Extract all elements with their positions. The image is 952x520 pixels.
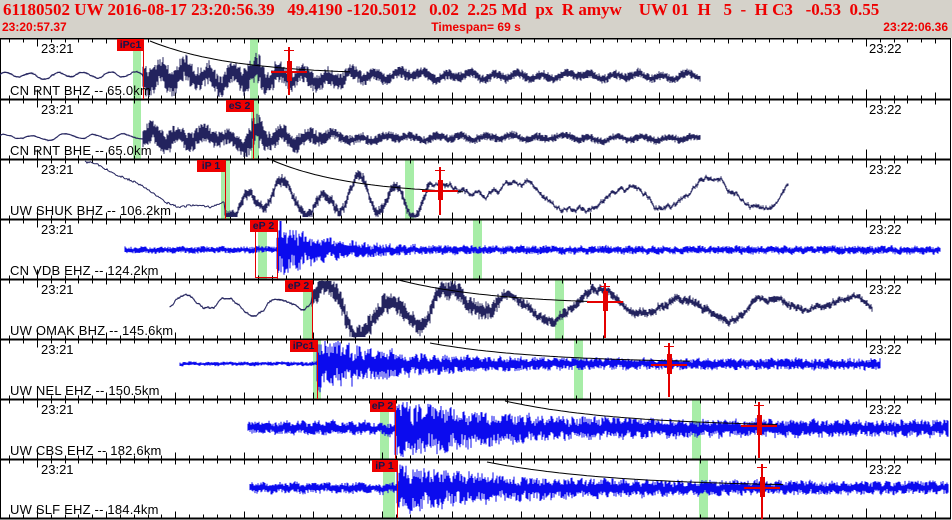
panel-time-label-left: 23:21 [41, 402, 74, 417]
coda-decay-curve [486, 461, 784, 486]
coda-decay-curve [429, 342, 691, 362]
amplitude-cursor-top-tick [284, 50, 294, 51]
phase-pick-label[interactable]: iP 1 [197, 160, 225, 172]
panel-time-label-right: 23:22 [869, 162, 902, 177]
phase-pick-window-left[interactable] [255, 232, 256, 278]
panel-time-label-left: 23:21 [41, 41, 74, 56]
panel-time-label-right: 23:22 [869, 402, 902, 417]
window-start-time: 23:20:57.37 [2, 20, 67, 34]
panel-time-label-left: 23:21 [41, 282, 74, 297]
station-channel-label: CN VDB EHZ -- 124.2km [10, 263, 159, 278]
phase-pick-label[interactable]: eP 2 [250, 220, 277, 232]
station-channel-label: UW NEL EHZ -- 150.5km [10, 383, 160, 398]
phase-pick-label[interactable]: eP 2 [285, 280, 312, 292]
seismogram-trace-detail [0, 113, 701, 157]
seismogram-trace-detail [224, 170, 789, 217]
panel-time-label-right: 23:22 [869, 462, 902, 477]
station-channel-label: UW OMAK BHZ -- 145.6km [10, 323, 174, 338]
phase-pick-label[interactable]: iPc1 [117, 39, 144, 51]
seismogram-trace-detail [169, 281, 873, 337]
phase-window-highlight [405, 160, 414, 219]
waveform-canvas[interactable] [0, 38, 952, 520]
phase-window-highlight [133, 39, 141, 99]
coda-decay-curve [149, 40, 351, 73]
amplitude-cursor-marker[interactable] [603, 291, 608, 311]
station-channel-label: UW SHUK BHZ -- 106.2km [10, 203, 172, 218]
amplitude-cursor-top-tick [600, 286, 610, 287]
time-window-bar: 23:20:57.37 Timespan= 69 s 23:22:06.36 [0, 19, 952, 38]
coda-decay-curve [394, 278, 624, 303]
phase-window-highlight [303, 280, 312, 339]
amplitude-cursor-top-tick [664, 346, 674, 347]
phase-pick-line[interactable] [312, 280, 313, 339]
panel-time-label-right: 23:22 [869, 342, 902, 357]
timespan-label: Timespan= 69 s [431, 20, 521, 34]
panel-time-label-right: 23:22 [869, 41, 902, 56]
event-info-header: 61180502 UW 2016-08-17 23:20:56.39 49.41… [3, 0, 880, 19]
amplitude-cursor-marker[interactable] [287, 61, 292, 81]
phase-pick-window-bottom [255, 277, 277, 278]
phase-pick-line[interactable] [317, 340, 318, 399]
station-channel-label: UW SLF EHZ -- 184.4km [10, 502, 159, 517]
phase-pick-label[interactable]: iP 1 [372, 460, 397, 472]
panel-time-label-left: 23:21 [41, 102, 74, 117]
phase-pick-line[interactable] [397, 460, 398, 518]
phase-pick-label[interactable]: iPc1 [290, 340, 317, 352]
phase-window-highlight [555, 280, 564, 339]
seismogram-trace-detail [249, 464, 949, 514]
amplitude-cursor-marker[interactable] [438, 180, 443, 200]
station-channel-label: CN RNT BHE -- 65.0km [10, 143, 152, 158]
phase-pick-line[interactable] [143, 39, 144, 99]
waveform-plot-area[interactable]: iPc1 23:21 23:22 CN RNT BHZ -- 65.0km eS 2 23… [0, 38, 952, 520]
panel-time-label-left: 23:21 [41, 342, 74, 357]
amplitude-cursor-marker[interactable] [760, 477, 765, 497]
phase-window-highlight [133, 100, 141, 159]
phase-pick-label[interactable]: eS 2 [226, 100, 253, 112]
panel-time-label-right: 23:22 [869, 222, 902, 237]
panel-time-label-right: 23:22 [869, 102, 902, 117]
phase-pick-line[interactable] [225, 160, 226, 219]
phase-pick-line[interactable] [253, 100, 254, 159]
coda-decay-curve [504, 400, 778, 425]
seismogram-trace-detail [247, 402, 949, 457]
station-channel-label: CN RNT BHZ -- 65.0km [10, 83, 151, 98]
amplitude-cursor-marker[interactable] [667, 354, 672, 374]
seismogram-trace-detail [179, 341, 881, 393]
amplitude-cursor-top-tick [757, 467, 767, 468]
panel-time-label-right: 23:22 [869, 282, 902, 297]
amplitude-cursor-top-tick [754, 405, 764, 406]
phase-pick-line[interactable] [277, 220, 278, 279]
panel-time-label-left: 23:21 [41, 462, 74, 477]
station-channel-label: UW CBS EHZ -- 182.6km [10, 443, 162, 458]
phase-pick-label[interactable]: eP 2 [370, 400, 395, 412]
seismogram-trace-detail [0, 52, 701, 97]
phase-pick-line[interactable] [395, 400, 396, 459]
window-end-time: 23:22:06.36 [883, 20, 948, 34]
panel-time-label-left: 23:21 [41, 162, 74, 177]
seismogram-trace-detail [124, 221, 941, 275]
panel-time-label-left: 23:21 [41, 222, 74, 237]
amplitude-cursor-top-tick [435, 170, 445, 171]
amplitude-cursor-marker[interactable] [757, 415, 762, 435]
seismogram-trace [169, 280, 873, 338]
